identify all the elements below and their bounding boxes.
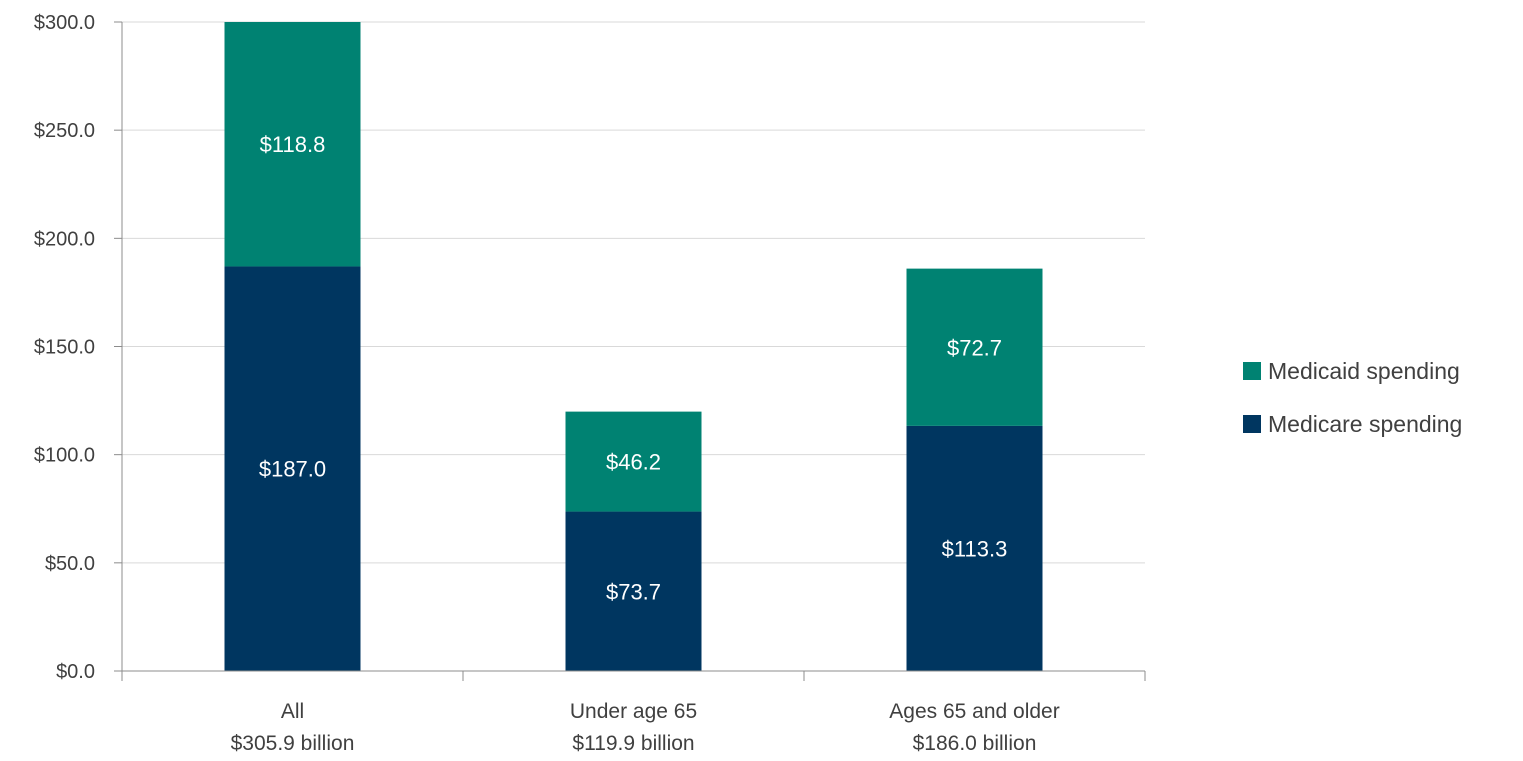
x-category-total: $186.0 billion [913, 732, 1037, 755]
y-tick-label: $0.0 [56, 661, 95, 683]
y-tick-label: $300.0 [34, 12, 95, 34]
bar-segment-medicaid-spending [906, 268, 1043, 426]
y-tick-label: $100.0 [34, 445, 95, 467]
data-label: $187.0 [259, 457, 326, 482]
bar-segment-medicare-spending [906, 425, 1043, 671]
bar-segment-medicaid-spending [565, 411, 702, 512]
legend-label: Medicaid spending [1268, 358, 1460, 384]
y-tick-label: $50.0 [45, 553, 95, 575]
data-label: $46.2 [606, 450, 661, 475]
data-label: $73.7 [606, 579, 661, 604]
bar-segment-medicare-spending [224, 266, 361, 671]
x-category-label: All [281, 700, 304, 723]
x-category-label: Ages 65 and older [889, 700, 1059, 723]
x-category-label: Under age 65 [570, 700, 697, 723]
x-category-total: $119.9 billion [572, 732, 694, 755]
x-category-total: $305.9 billion [231, 732, 355, 755]
legend: Medicaid spending Medicare spending [1243, 358, 1462, 437]
legend-label: Medicare spending [1268, 411, 1462, 437]
legend-swatch [1243, 415, 1261, 433]
legend-swatch [1243, 362, 1261, 380]
bars [224, 22, 1043, 671]
y-tick-label: $150.0 [34, 337, 95, 359]
bar-segment-medicare-spending [565, 511, 702, 671]
data-label: $113.3 [942, 536, 1008, 561]
bar-segment-medicaid-spending [224, 22, 361, 267]
y-tick-label: $250.0 [34, 120, 95, 142]
y-tick-label: $200.0 [34, 228, 95, 250]
data-label: $72.7 [947, 335, 1002, 360]
data-label: $118.8 [260, 132, 326, 157]
data-labels: $187.0 $118.8 $73.7 $46.2 $113.3 $72.7 [259, 132, 1007, 604]
axes: $0.0 $50.0 $100.0 $150.0 $200.0 $250.0 $300.0 A… [34, 12, 1146, 755]
